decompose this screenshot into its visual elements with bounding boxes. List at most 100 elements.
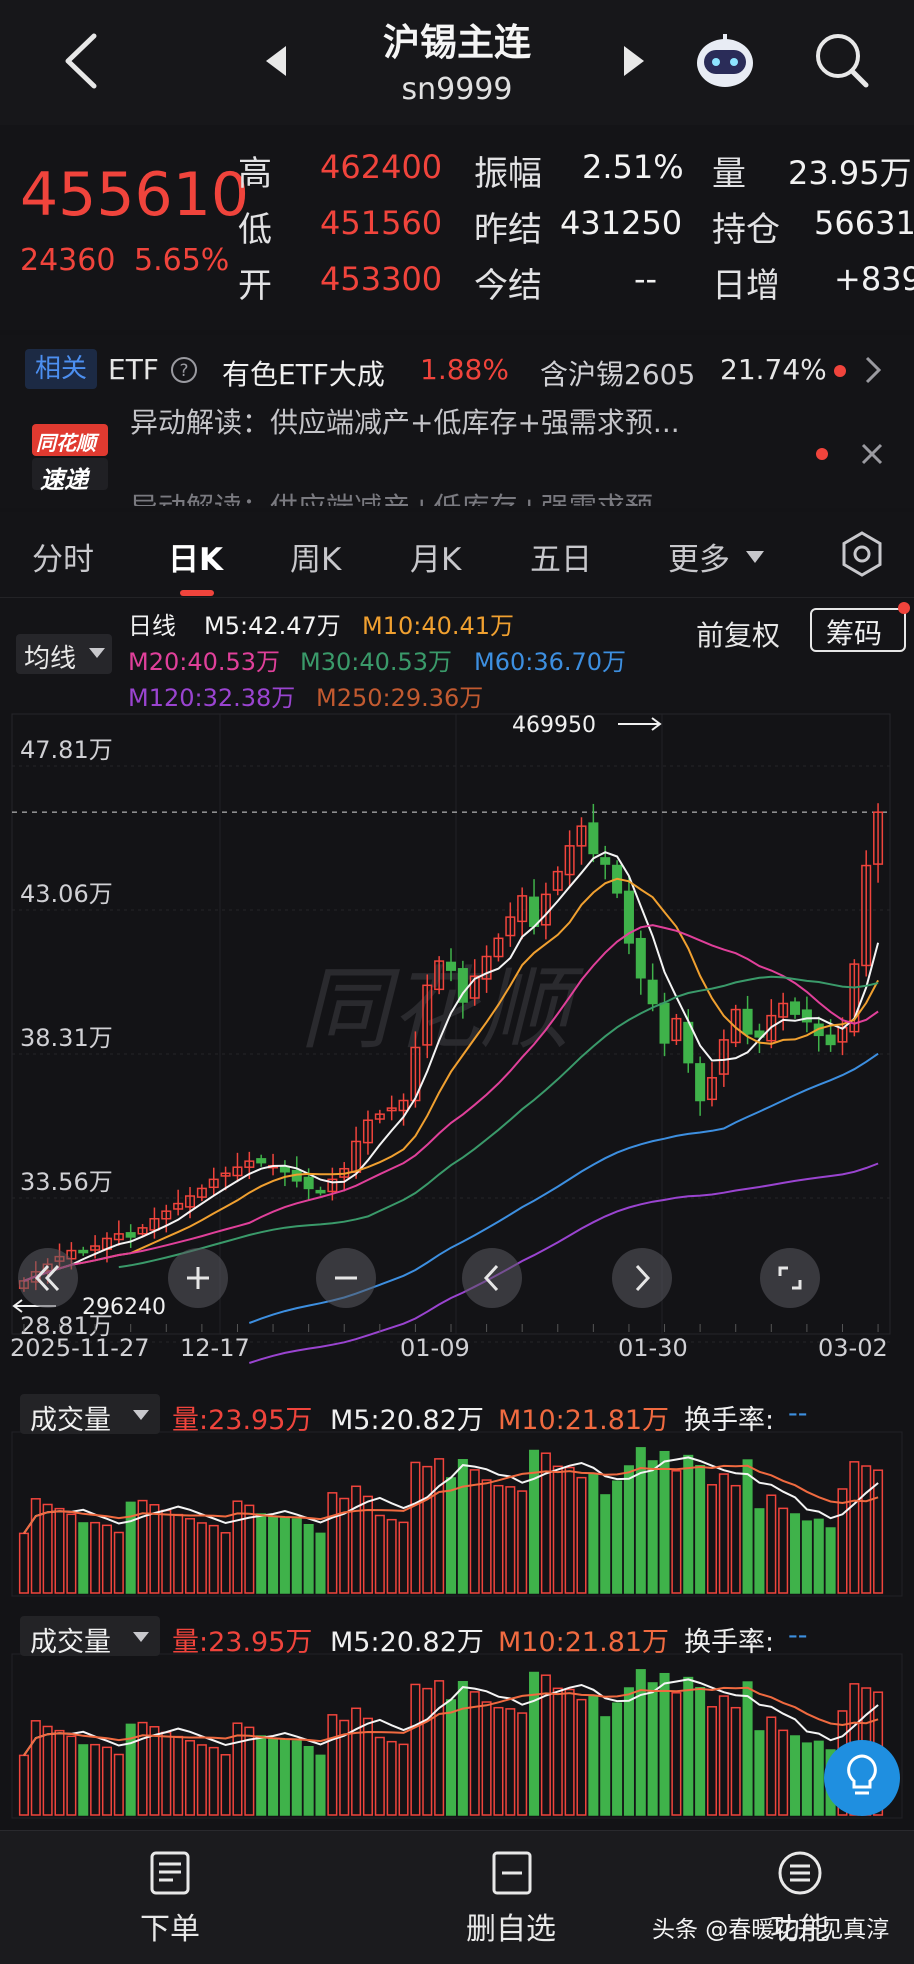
volume-bar (671, 1692, 682, 1816)
candle-body (386, 1107, 397, 1112)
tab-more[interactable]: 更多 (668, 542, 730, 578)
candle (184, 1187, 196, 1219)
chips-button[interactable] (810, 608, 906, 652)
next-contract-icon[interactable] (624, 46, 644, 76)
volume-bar (445, 1477, 457, 1594)
ma-m120: M120:32.38万 (128, 684, 296, 712)
function-button[interactable]: 功能 (770, 1912, 830, 1947)
related-etf-row[interactable] (0, 335, 914, 403)
volume-bar (790, 1513, 801, 1594)
volume-bar (374, 1736, 385, 1816)
kline-chart[interactable]: 同花顺 47.81万 43.06万 38.31万 33.56万 28.81万 2025-… (0, 710, 914, 1380)
etf-change-pct: 1.88% (420, 353, 509, 386)
volume-bar (766, 1494, 777, 1594)
active-tab-indicator (180, 590, 214, 596)
y-tick-label: 28.81万 (20, 1312, 113, 1340)
candle (457, 960, 468, 1019)
plus-control-icon[interactable] (168, 1248, 228, 1308)
double-left-control-icon[interactable] (18, 1248, 78, 1308)
volume-bar (232, 1722, 243, 1816)
news-ticker[interactable] (0, 403, 914, 508)
low-value: 451560 (320, 204, 443, 242)
candle-body (410, 1046, 421, 1102)
high-value: 462400 (320, 148, 443, 186)
ths-express-logo (32, 424, 108, 490)
candle (766, 999, 777, 1049)
news-headline[interactable]: 异动解读：供应端减产+低库存+强需求预... (130, 406, 680, 439)
candle (635, 930, 646, 995)
volume-bar (291, 1518, 302, 1594)
tab-weekly-k[interactable]: 周K (290, 542, 342, 578)
tab-five-day[interactable]: 五日 (530, 542, 592, 578)
open-interest-value: 56631 (814, 204, 914, 242)
caret-down-icon[interactable] (744, 548, 766, 566)
volume-bar (445, 1699, 457, 1816)
remove-watchlist-button[interactable]: 删自选 (466, 1912, 556, 1947)
volume-bar (374, 1514, 385, 1594)
candle (173, 1189, 184, 1216)
remove-watchlist-icon[interactable] (490, 1850, 534, 1896)
idea-bulb-icon[interactable] (822, 1738, 902, 1818)
close-icon[interactable] (858, 440, 886, 468)
prev-contract-icon[interactable] (266, 46, 286, 76)
volume-bar (730, 1484, 741, 1594)
candle-body (78, 1249, 89, 1254)
volume-bar (623, 1687, 634, 1816)
candle (256, 1154, 267, 1167)
search-icon[interactable] (812, 30, 872, 92)
volume-panel-2[interactable] (0, 1610, 914, 1823)
volume-bar (742, 1681, 753, 1816)
candle-body (790, 1001, 801, 1015)
robot-assistant-icon[interactable] (692, 30, 758, 92)
minus-control-icon[interactable] (316, 1248, 376, 1308)
volume-bar (149, 1504, 160, 1594)
price-adjust[interactable]: 前复权 (696, 619, 781, 652)
volume-m5-2: M5:20.82万 (330, 1627, 484, 1658)
candle (469, 959, 480, 1006)
candle-body (173, 1202, 184, 1210)
volume-panel-1[interactable] (0, 1388, 914, 1601)
y-tick-label: 47.81万 (20, 736, 113, 764)
candle (386, 1095, 397, 1121)
candle (422, 974, 433, 1059)
candle (434, 956, 445, 995)
back-arrow-icon[interactable] (58, 30, 102, 92)
volume-m10-1: M10:21.81万 (498, 1405, 670, 1436)
logo-top-text: 同花顺 (36, 431, 96, 455)
volume-bar (244, 1504, 255, 1594)
volume-bar (101, 1746, 112, 1816)
ma-line-m10 (23, 877, 879, 1282)
volume-bar (659, 1450, 670, 1594)
candle-body (256, 1158, 267, 1164)
candle (339, 1162, 350, 1192)
candle-body (778, 1002, 789, 1018)
right-control-icon[interactable] (612, 1248, 672, 1308)
left-control-icon[interactable] (462, 1248, 522, 1308)
tab-daily-k[interactable]: 日K (168, 542, 224, 578)
volume-bar (837, 1488, 848, 1594)
page-title: 沪锡主连 (383, 21, 531, 64)
fullscreen-control-icon[interactable] (760, 1248, 820, 1308)
candle-body (861, 864, 872, 967)
volume-bar (469, 1469, 480, 1594)
chart-watermark: 同花顺 (300, 957, 584, 1062)
settings-icon[interactable] (838, 530, 886, 578)
function-menu-icon[interactable] (776, 1850, 824, 1896)
volume-bar (683, 1454, 694, 1594)
tab-monthly-k[interactable]: 月K (410, 542, 462, 578)
price-change: 24360 (20, 243, 116, 278)
chevron-right-icon[interactable] (860, 352, 886, 388)
order-button[interactable]: 下单 (140, 1912, 200, 1947)
candle-body (196, 1187, 207, 1198)
etf-name[interactable]: 有色ETF大成 (222, 358, 385, 391)
volume-bar (315, 1532, 326, 1594)
help-icon[interactable]: ? (170, 356, 198, 384)
candle-body (398, 1099, 409, 1112)
volume-bar (279, 1739, 290, 1816)
volume-bar (529, 1449, 540, 1594)
x-tick-label: 12-17 (180, 1334, 250, 1362)
y-tick-label: 33.56万 (20, 1168, 113, 1196)
order-icon[interactable] (148, 1850, 192, 1896)
tab-intraday[interactable]: 分时 (32, 542, 94, 578)
volume-bar (564, 1466, 575, 1594)
